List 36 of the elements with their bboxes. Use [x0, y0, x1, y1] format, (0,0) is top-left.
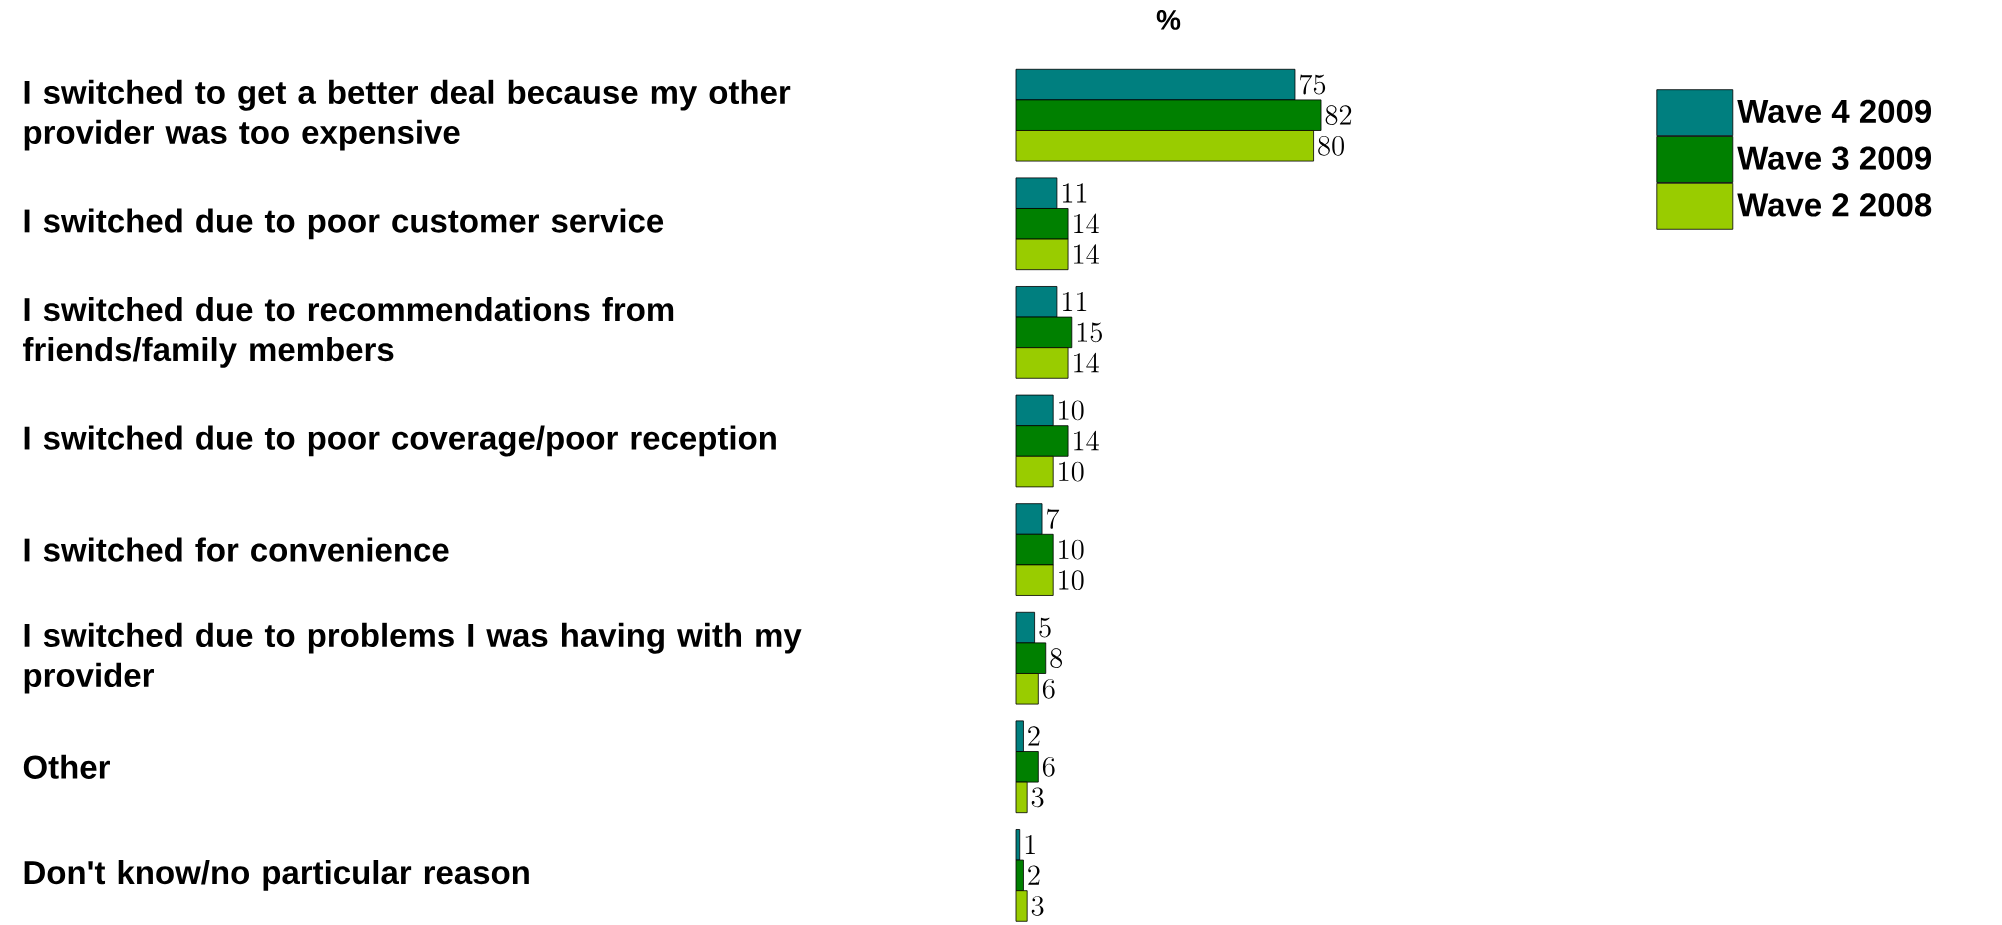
- data-label: 2: [1028, 726, 1040, 746]
- data-label: 2: [1028, 865, 1040, 885]
- y-tick-label: I switched for convenience: [24, 537, 449, 562]
- data-label: 80: [1318, 135, 1344, 156]
- legend-label: Wave 3 2009: [1737, 146, 1932, 170]
- data-label: 3: [1031, 787, 1044, 808]
- data-label: 8: [1050, 648, 1063, 669]
- legend-label: Wave 4 2009: [1737, 99, 1932, 124]
- y-tick-label: I switched due to poor coverage/poor reception: [24, 425, 776, 457]
- data-label: 5: [1039, 617, 1051, 638]
- y-tick-label: I switched to get a better deal because my other provider was too expensive: [24, 79, 791, 151]
- data-label: 7: [1047, 508, 1060, 529]
- legend-label: Wave 2 2008: [1737, 193, 1932, 217]
- y-tick-label: Other: [23, 754, 110, 779]
- data-label: 10: [1059, 539, 1084, 560]
- data-label: 15: [1077, 322, 1102, 343]
- data-label: 14: [1074, 213, 1099, 234]
- data-label: 82: [1325, 105, 1352, 126]
- data-label: 14: [1074, 244, 1099, 264]
- data-label: 6: [1042, 756, 1055, 777]
- data-label: 10: [1059, 570, 1084, 591]
- y-tick-label: I switched due to problems I was having with my provider: [24, 622, 802, 694]
- data-label: 10: [1059, 461, 1084, 482]
- y-tick-label: I switched due to recommendations from friends/family members: [23, 297, 674, 368]
- data-label: 3: [1031, 896, 1044, 916]
- chart-title: %: [1156, 10, 1181, 30]
- y-tick-label: I switched due to poor customer service: [24, 208, 664, 240]
- data-label: 11: [1062, 183, 1087, 203]
- data-label: 1: [1025, 834, 1035, 855]
- y-tick-label: Don't know/no particular reason: [24, 860, 529, 891]
- data-label: 11: [1062, 291, 1087, 312]
- data-label: 14: [1074, 430, 1099, 451]
- data-label: 75: [1299, 74, 1326, 95]
- data-label: 6: [1042, 678, 1055, 699]
- data-label: 14: [1074, 352, 1099, 373]
- data-label: 10: [1059, 400, 1084, 421]
